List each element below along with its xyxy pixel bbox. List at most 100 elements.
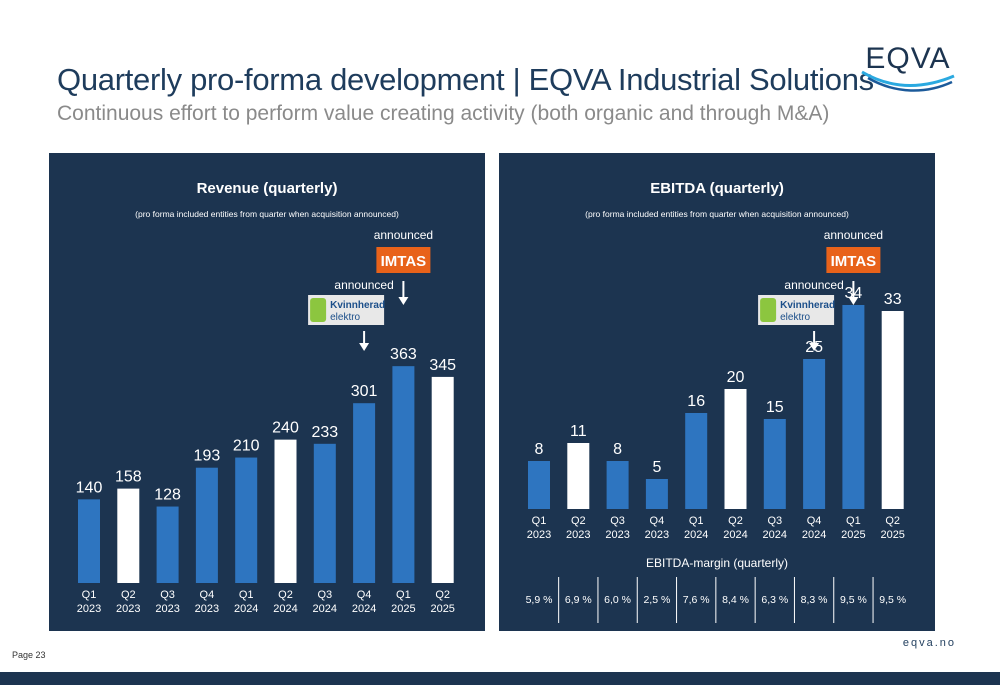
tick-label-year: 2023 [155, 603, 179, 615]
margin-value: 9,5 % [879, 594, 906, 606]
tick-label-year: 2025 [880, 529, 904, 541]
tick-label-quarter: Q1 [532, 515, 547, 527]
tick-label-year: 2024 [313, 603, 337, 615]
tick-label-quarter: Q2 [571, 515, 586, 527]
tick-label-quarter: Q3 [160, 589, 175, 601]
data-label: 233 [311, 424, 338, 441]
page-title: Quarterly pro-forma development | EQVA I… [57, 62, 874, 97]
tick-label-quarter: Q3 [767, 515, 782, 527]
bar [313, 443, 336, 583]
logo-wave-icon [861, 70, 955, 88]
tick-label-quarter: Q2 [121, 589, 136, 601]
margin-value: 8,3 % [801, 594, 828, 606]
margin-title: EBITDA-margin (quarterly) [646, 556, 788, 570]
tick-label-quarter: Q2 [278, 589, 293, 601]
tick-label-quarter: Q4 [357, 589, 372, 601]
data-label: 16 [687, 393, 705, 410]
bar [528, 461, 550, 509]
announced-label: announced [784, 278, 843, 292]
kvinnherad-name: Kvinnherad [330, 300, 385, 311]
data-label: 15 [766, 399, 784, 416]
tick-label-quarter: Q3 [610, 515, 625, 527]
chart-title: EBITDA (quarterly) [650, 180, 784, 197]
data-label: 8 [613, 441, 622, 458]
tick-label-quarter: Q1 [396, 589, 411, 601]
bar [78, 499, 100, 583]
margin-value: 9,5 % [840, 594, 867, 606]
bar [881, 311, 904, 509]
bar [274, 439, 297, 583]
revenue-panel: Revenue (quarterly) (pro forma included e… [49, 153, 485, 631]
page-number: Page 23 [12, 650, 46, 660]
tick-label-quarter: Q1 [82, 589, 97, 601]
data-label: 140 [76, 479, 103, 496]
data-label: 210 [233, 438, 260, 455]
data-label: 158 [115, 469, 142, 486]
data-label: 128 [154, 487, 181, 504]
ebitda-chart: EBITDA (quarterly) (pro forma included en… [526, 180, 906, 623]
tick-label-year: 2023 [116, 603, 140, 615]
tick-label-year: 2025 [430, 603, 454, 615]
data-label: 193 [194, 448, 221, 465]
margin-value: 2,5 % [643, 594, 670, 606]
data-label: 301 [351, 383, 378, 400]
ebitda-panel: EBITDA (quarterly) (pro forma included en… [499, 153, 935, 631]
tick-label-year: 2023 [645, 529, 669, 541]
imtas-logo: IMTAS [826, 247, 881, 273]
imtas-logo-bg [826, 247, 881, 273]
tick-label-year: 2024 [763, 529, 787, 541]
page-subtitle: Continuous effort to perform value creat… [57, 102, 830, 125]
tick-label-year: 2023 [195, 603, 219, 615]
imtas-logo-text: IMTAS [831, 253, 877, 270]
revenue-chart: Revenue (quarterly) (pro forma included e… [76, 180, 456, 615]
tick-label-year: 2023 [566, 529, 590, 541]
arrow-down-icon [359, 343, 370, 351]
margin-value: 7,6 % [683, 594, 710, 606]
margin-value: 6,3 % [761, 594, 788, 606]
tick-label-year: 2023 [527, 529, 551, 541]
eqva-logo: EQVA [861, 42, 955, 92]
tick-label-quarter: Q2 [728, 515, 743, 527]
imtas-logo-text: IMTAS [381, 253, 427, 270]
announced-label: announced [824, 228, 883, 242]
tick-label-year: 2024 [684, 529, 708, 541]
arrow-down-icon [398, 297, 409, 305]
tick-label-year: 2023 [77, 603, 101, 615]
tick-label-quarter: Q4 [200, 589, 215, 601]
data-label: 345 [429, 357, 456, 374]
tick-label-year: 2024 [234, 603, 258, 615]
kvinnherad-leaf-icon [760, 298, 777, 322]
tick-label-quarter: Q2 [885, 515, 900, 527]
arrow-down-icon [848, 297, 859, 305]
bar [117, 488, 140, 583]
margin-value: 6,9 % [565, 594, 592, 606]
bar [803, 359, 826, 509]
announced-label: announced [334, 278, 393, 292]
bottom-band [0, 672, 1000, 685]
data-label: 8 [535, 441, 544, 458]
margin-value: 6,0 % [604, 594, 631, 606]
margin-value: 5,9 % [526, 594, 553, 606]
bar [392, 366, 415, 583]
tick-label-year: 2024 [802, 529, 826, 541]
bar [842, 305, 865, 509]
kvinnherad-sub: elektro [330, 312, 360, 323]
tick-label-year: 2025 [841, 529, 865, 541]
chart-note: (pro forma included entities from quarte… [585, 209, 849, 219]
bar [645, 479, 668, 509]
chart-title: Revenue (quarterly) [197, 180, 338, 197]
kvinnherad-name: Kvinnherad [780, 300, 835, 311]
tick-label-year: 2024 [273, 603, 297, 615]
bar [606, 461, 629, 509]
data-label: 5 [652, 459, 661, 476]
tick-label-quarter: Q4 [807, 515, 822, 527]
tick-label-quarter: Q1 [239, 589, 254, 601]
logo-wave-icon-2 [867, 76, 953, 92]
tick-label-quarter: Q4 [650, 515, 665, 527]
bar [431, 376, 454, 583]
imtas-logo: IMTAS [376, 247, 431, 273]
bar [724, 389, 747, 509]
kvinnherad-leaf-icon [310, 298, 327, 322]
